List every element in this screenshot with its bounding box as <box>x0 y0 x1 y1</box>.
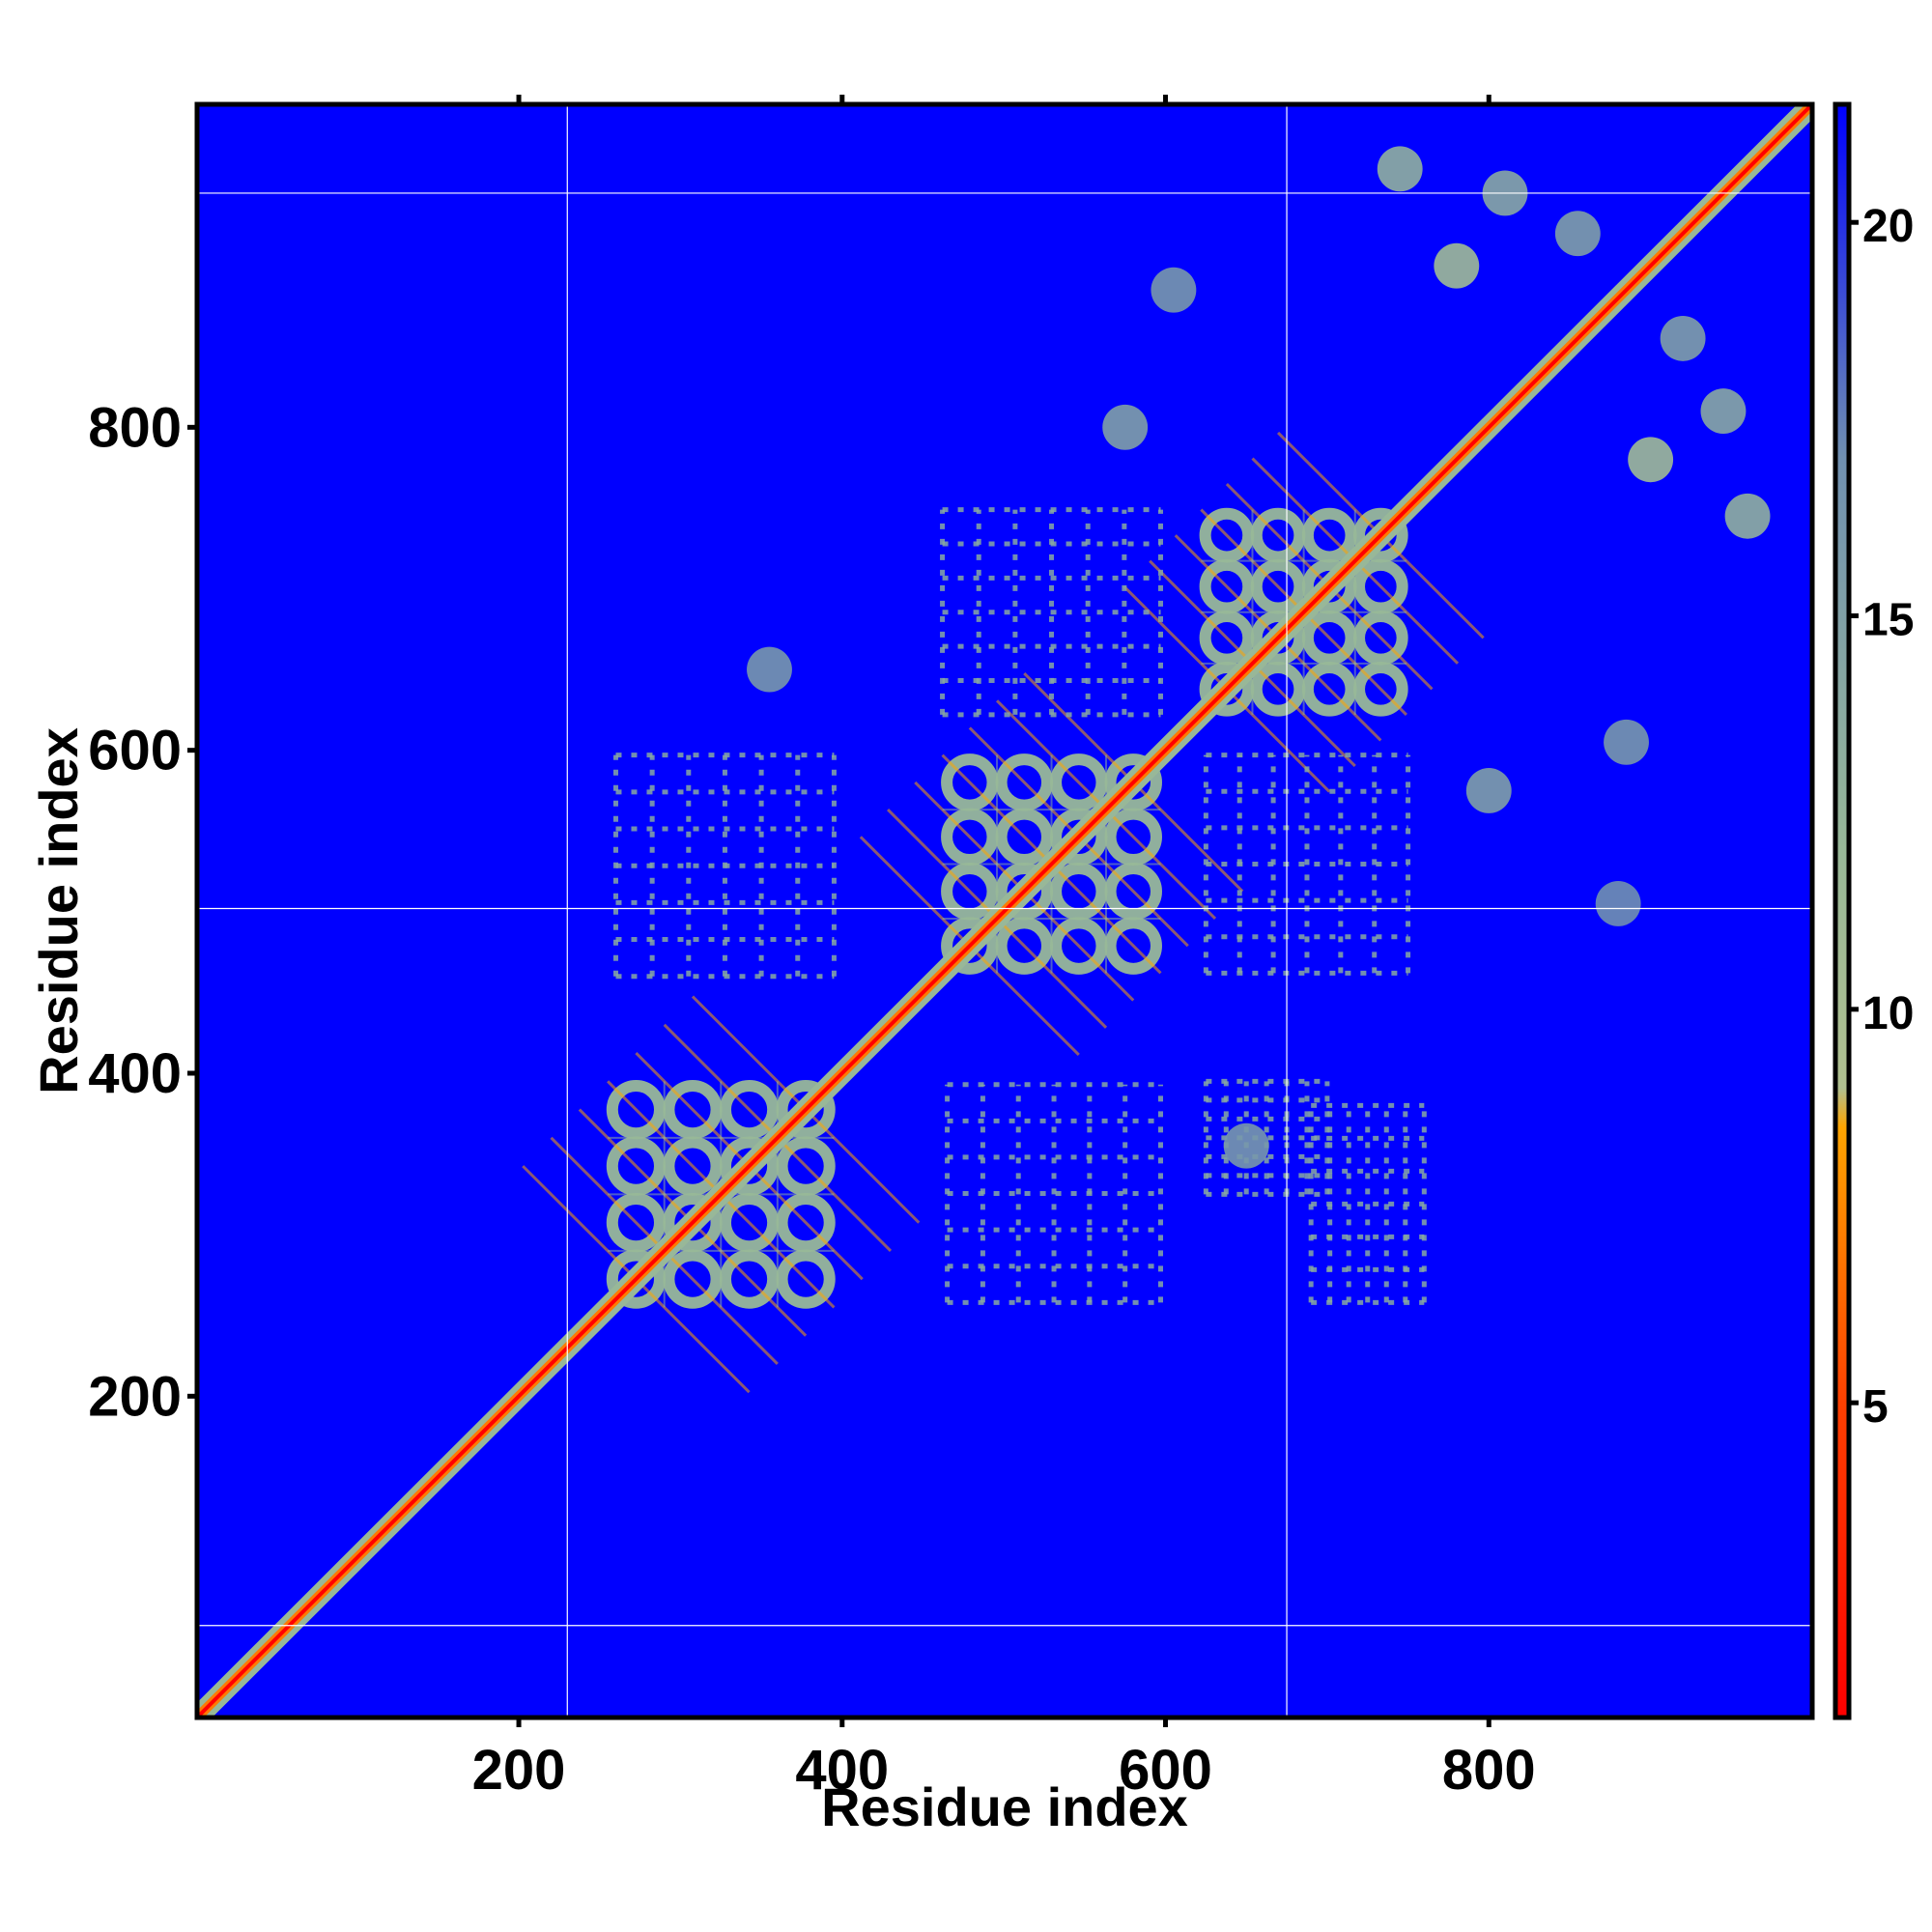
contact-blob <box>747 646 792 693</box>
domain-ring <box>1050 863 1108 921</box>
domain-ring <box>995 917 1054 975</box>
domain-ring <box>663 1136 723 1196</box>
plot-frame <box>194 101 1815 1720</box>
domain-ring <box>1104 753 1162 811</box>
contact-blob <box>1628 437 1674 483</box>
contact-blob <box>1102 404 1149 450</box>
y-tick-label: 800 <box>88 396 182 459</box>
contact-block-6 <box>1308 1102 1427 1305</box>
domain-ring <box>995 863 1054 921</box>
contact-blob <box>1604 719 1649 765</box>
domain-ring <box>606 1136 667 1196</box>
domain-ring <box>1199 662 1255 717</box>
domain-ring <box>995 808 1054 867</box>
domain-ring <box>1104 863 1162 921</box>
x-tick-label: 200 <box>472 1739 566 1802</box>
domain-ring <box>719 1080 780 1140</box>
domain-ring <box>1301 507 1357 563</box>
domain-ring <box>1301 558 1357 614</box>
y-tick-label: 600 <box>88 720 182 782</box>
domain-ring <box>941 863 999 921</box>
domain-ring <box>776 1080 836 1140</box>
domain-ring <box>1353 610 1408 666</box>
y-tick-label: 200 <box>88 1365 182 1428</box>
contact-block-1 <box>612 753 837 980</box>
plot-area <box>194 101 1815 1720</box>
domain-ring <box>1199 507 1255 563</box>
domain-ring <box>1250 662 1306 717</box>
contact-blob <box>1465 768 1512 813</box>
domain-ring <box>663 1249 723 1309</box>
x-tick-label: 400 <box>795 1739 889 1802</box>
domain-ring <box>1050 808 1108 867</box>
domain-ring <box>1301 662 1357 717</box>
grid-lines <box>197 104 1812 1718</box>
y-axis-title: Residue index <box>28 727 89 1094</box>
contact-block-4 <box>1203 753 1411 976</box>
domain-ring <box>719 1136 780 1196</box>
domain-ring <box>776 1193 836 1253</box>
domain-ring <box>606 1080 667 1140</box>
colorbar-tick-label: 20 <box>1862 201 1914 252</box>
contact-blob <box>1660 315 1706 361</box>
contact-blob <box>1595 881 1641 926</box>
domain-ring <box>1199 610 1255 666</box>
colorbar-gradient <box>1833 101 1852 1720</box>
domain-ring <box>941 808 999 867</box>
contact-block-3 <box>940 507 1164 718</box>
contact-blob <box>1724 493 1771 539</box>
domain-ring <box>1199 558 1255 614</box>
contact-blob <box>1151 267 1197 313</box>
domain-ring <box>776 1136 836 1196</box>
domain-ring <box>719 1249 780 1309</box>
y-tick-label: 400 <box>88 1042 182 1105</box>
domain-ring <box>1353 507 1408 563</box>
domain-ring <box>719 1193 780 1253</box>
domain-ring <box>606 1193 667 1253</box>
domain-ring <box>1250 507 1306 563</box>
domain-ring <box>941 753 999 811</box>
domain-ring <box>1301 610 1357 666</box>
colorbar-tick-label: 10 <box>1862 988 1914 1039</box>
domain-ring <box>1050 917 1108 975</box>
domain-ring <box>606 1249 667 1309</box>
domain-ring <box>1250 558 1306 614</box>
contact-blob <box>1700 388 1747 435</box>
domain-ring <box>663 1080 723 1140</box>
domain-ring <box>1353 558 1408 614</box>
diagonal-core <box>197 104 1812 1718</box>
contact-blob <box>1434 242 1480 289</box>
contact-blob <box>1223 1122 1269 1169</box>
x-tick-label: 600 <box>1119 1739 1212 1802</box>
domain-ring <box>1250 610 1306 666</box>
x-axis-title: Residue index <box>821 1776 1188 1837</box>
contact-blob <box>1377 146 1423 192</box>
axes: 200 400 600 800 200 400 600 800 <box>88 95 1536 1802</box>
domain-ring <box>995 753 1054 811</box>
contact-blob <box>1554 211 1601 257</box>
x-tick-label: 800 <box>1442 1739 1536 1802</box>
heatmap-cells <box>197 104 1812 1718</box>
domain-ring <box>941 917 999 975</box>
colorbar-tick-label: 5 <box>1862 1381 1889 1433</box>
contact-block-2 <box>945 1082 1164 1305</box>
domain-ring <box>1104 917 1162 975</box>
domain-ring <box>1104 808 1162 867</box>
domain-ring <box>663 1193 723 1253</box>
colorbar-tick-label: 15 <box>1862 595 1914 646</box>
domain-ring <box>776 1249 836 1309</box>
colorbar: 5 10 15 20 <box>1833 101 1914 1720</box>
domain-ring <box>1353 662 1408 717</box>
domain-ring <box>1050 753 1108 811</box>
